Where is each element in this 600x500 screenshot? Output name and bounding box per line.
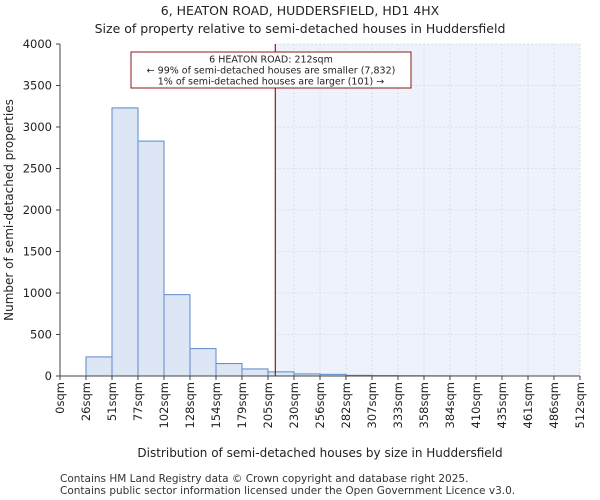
y-tick-label: 3000 xyxy=(23,120,52,134)
annotation-box xyxy=(130,51,412,89)
x-tick-label: 486sqm xyxy=(547,382,561,428)
x-tick-label: 205sqm xyxy=(261,382,275,428)
y-tick-label: 2500 xyxy=(23,162,52,176)
x-tick-label: 77sqm xyxy=(131,382,145,421)
x-tick-label: 26sqm xyxy=(79,382,93,421)
x-tick-label: 230sqm xyxy=(287,382,301,428)
footer-line-2: Contains public sector information licen… xyxy=(60,485,516,497)
x-axis-title: Distribution of semi-detached houses by … xyxy=(137,446,502,460)
x-tick-label: 512sqm xyxy=(573,382,587,428)
histogram-bar xyxy=(111,107,139,377)
x-tick-label: 128sqm xyxy=(183,382,197,428)
x-tick-label: 410sqm xyxy=(469,382,483,428)
histogram-bar xyxy=(137,140,165,377)
chart-title: 6, HEATON ROAD, HUDDERSFIELD, HD1 4HX xyxy=(160,3,440,18)
x-tick-label: 358sqm xyxy=(417,382,431,428)
histogram-bar xyxy=(241,368,269,377)
y-tick-label: 1500 xyxy=(23,245,52,259)
annotation-line-1: 6 HEATON ROAD: 212sqm xyxy=(209,55,333,66)
footer-line-1: Contains HM Land Registry data © Crown c… xyxy=(60,473,469,485)
y-tick-label: 500 xyxy=(30,328,52,342)
y-tick-label: 0 xyxy=(45,369,52,383)
annotation-line-2: ← 99% of semi-detached houses are smalle… xyxy=(147,66,396,77)
x-tick-label: 51sqm xyxy=(105,382,119,421)
histogram-bar xyxy=(267,371,295,377)
y-tick-label: 4000 xyxy=(23,37,52,51)
y-axis-title: Number of semi-detached properties xyxy=(2,99,16,321)
x-tick-label: 282sqm xyxy=(339,382,353,428)
x-tick-label: 0sqm xyxy=(53,382,67,414)
x-tick-label: 435sqm xyxy=(495,382,509,428)
x-tick-label: 102sqm xyxy=(157,382,171,428)
x-tick-label: 307sqm xyxy=(365,382,379,428)
histogram-bar xyxy=(189,348,217,377)
chart-subtitle: Size of property relative to semi-detach… xyxy=(94,21,506,36)
histogram-bar xyxy=(163,294,191,377)
histogram-bar xyxy=(85,356,113,377)
annotation-line-3: 1% of semi-detached houses are larger (1… xyxy=(158,77,385,88)
y-tick-label: 3500 xyxy=(23,79,52,93)
y-tick-label: 1000 xyxy=(23,286,52,300)
x-tick-label: 384sqm xyxy=(443,382,457,428)
x-tick-label: 333sqm xyxy=(391,382,405,428)
histogram-bar xyxy=(215,363,243,377)
x-tick-label: 179sqm xyxy=(235,382,249,428)
y-tick-label: 2000 xyxy=(23,203,52,217)
x-tick-label: 256sqm xyxy=(313,382,327,428)
x-tick-label: 461sqm xyxy=(521,382,535,428)
x-tick-label: 154sqm xyxy=(209,382,223,428)
